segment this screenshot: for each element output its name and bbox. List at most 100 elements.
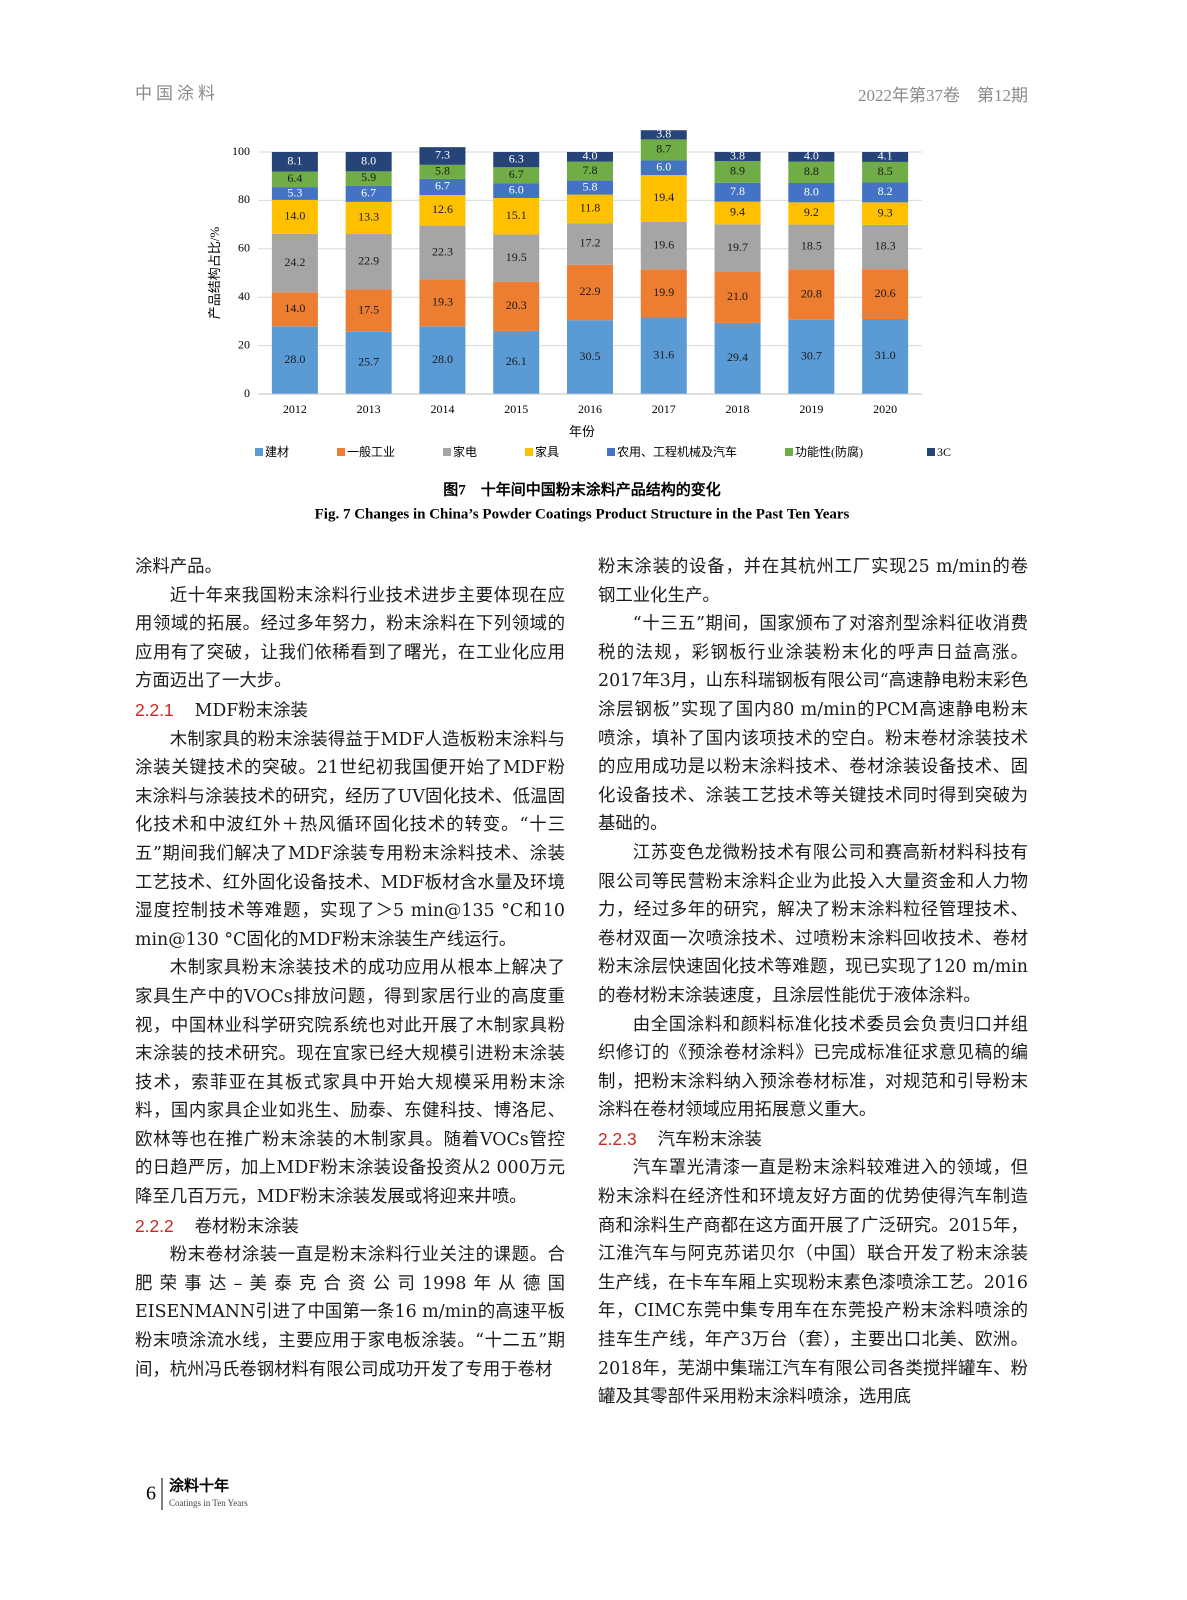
bar-segment [419, 147, 466, 165]
bar-segment [419, 164, 466, 179]
x-tick-label: 2019 [799, 402, 823, 416]
paragraph: 涂料产品。 [135, 557, 222, 577]
value-label: 20.8 [801, 286, 822, 300]
paragraph: 江苏变色龙微粉技术有限公司和赛高新材料科技有限公司等民营粉末涂料企业为此投入大量… [598, 842, 1028, 1006]
legend-label: 功能性(防腐) [795, 444, 863, 459]
bar-segment [788, 152, 835, 162]
legend-swatch [927, 448, 935, 456]
bar-segment [640, 160, 687, 175]
page-number: 6 [146, 1483, 156, 1505]
bar-segment [788, 202, 835, 225]
paragraph: 木制家具粉末涂装技术的成功应用从根本上解决了家具生产中的VOCs排放问题，得到家… [135, 958, 565, 1208]
bar-segment [567, 180, 613, 195]
issue-info: 2022年第37卷 第12期 [858, 86, 1028, 105]
paragraph: 由全国涂料和颜料标准化技术委员会负责归口并组织修订的《预涂卷材涂料》已完成标准征… [598, 1014, 1028, 1121]
bar-segment [419, 326, 466, 394]
bar-segment [714, 224, 761, 273]
journal-name: 中国涂料 [135, 84, 219, 103]
paragraph: 粉末卷材涂装一直是粉末涂料行业关注的课题。合肥荣事达–美泰克合资公司1998年从… [135, 1245, 565, 1380]
legend-swatch [443, 448, 451, 456]
legend-label: 一般工业 [347, 444, 395, 459]
value-label: 5.9 [361, 170, 376, 184]
value-label: 6.0 [656, 159, 671, 173]
bar-segment [493, 330, 540, 394]
value-label: 19.6 [653, 237, 674, 251]
value-label: 9.3 [878, 205, 893, 219]
value-label: 19.4 [653, 190, 674, 204]
legend-swatch [255, 448, 263, 456]
value-label: 13.3 [358, 210, 379, 224]
value-label: 8.1 [287, 154, 302, 168]
bar-segment [862, 161, 909, 183]
bar-segment [271, 199, 318, 234]
bar-segment [345, 171, 392, 186]
bar-segment [788, 319, 835, 394]
value-label: 18.3 [875, 239, 896, 253]
value-label: 6.7 [361, 185, 376, 199]
bar-segment [714, 201, 761, 225]
value-label: 7.8 [730, 184, 745, 198]
legend-label: 3C [937, 445, 951, 459]
section-title: 卷材粉末涂装 [194, 1216, 299, 1237]
right-column: 粉末涂装的设备，并在其杭州工厂实现25 m/min的卷钢工业化生产。 “十三五”期… [598, 553, 1028, 1412]
value-label: 3.8 [656, 127, 671, 141]
bar-segment [567, 223, 613, 265]
bar-segment [493, 183, 540, 198]
bar-segment [640, 269, 687, 318]
value-label: 5.8 [435, 164, 450, 178]
bar-segment [493, 234, 540, 282]
bar-segment [714, 152, 761, 162]
y-tick-label: 20 [238, 337, 250, 351]
section-number: 2.2.3 [598, 1128, 637, 1149]
value-label: 22.3 [432, 244, 453, 258]
bar-segment [419, 195, 466, 226]
legend-swatch [607, 448, 615, 456]
paragraph: “十三五”期间，国家颁布了对溶剂型涂料征收消费税的法规，彩钢板行业涂装粉末化的呼… [598, 614, 1028, 835]
bar-segment [862, 182, 909, 203]
value-label: 12.6 [432, 202, 453, 216]
bar-segment [714, 272, 761, 323]
value-label: 19.7 [727, 240, 748, 254]
value-label: 4.1 [878, 149, 893, 163]
x-tick-label: 2018 [726, 402, 750, 416]
value-label: 20.3 [506, 298, 527, 312]
value-label: 6.4 [287, 171, 302, 185]
x-tick-label: 2017 [652, 402, 676, 416]
bar-segment [419, 225, 466, 280]
value-label: 8.0 [804, 184, 819, 198]
value-label: 14.0 [284, 301, 305, 315]
value-label: 17.5 [358, 302, 379, 316]
value-label: 9.4 [730, 205, 745, 219]
x-tick-label: 2013 [357, 402, 381, 416]
value-label: 14.0 [284, 209, 305, 223]
value-label: 8.0 [361, 153, 376, 167]
bar-segment [271, 233, 318, 293]
y-axis-title: 产品结构占比/% [207, 227, 222, 320]
x-tick-label: 2020 [873, 402, 897, 416]
value-label: 21.0 [727, 289, 748, 303]
figure-caption-en: Fig. 7 Changes in China’s Powder Coating… [315, 506, 850, 522]
bar-segment [862, 269, 909, 319]
value-label: 6.3 [509, 151, 524, 165]
y-tick-label: 40 [238, 289, 250, 303]
bar-segment [714, 182, 761, 202]
bar-segment [567, 264, 613, 321]
legend-label: 家电 [453, 444, 477, 459]
y-tick-label: 80 [238, 192, 250, 206]
y-tick-label: 60 [238, 241, 250, 255]
x-axis-title: 年份 [569, 424, 595, 439]
bar-segment [271, 292, 318, 327]
bar-segment [345, 152, 392, 172]
section-number: 2.2.1 [135, 699, 174, 720]
legend-label: 家具 [535, 444, 559, 459]
value-label: 29.4 [727, 350, 748, 364]
bar-segment [419, 178, 466, 196]
bar-segment [271, 152, 318, 172]
value-label: 6.7 [509, 167, 524, 181]
section-title: 汽车粉末涂装 [657, 1129, 762, 1150]
legend-label: 建材 [265, 445, 289, 459]
bar-segment [419, 279, 466, 327]
paragraph: 汽车罩光清漆一直是粉末涂料较难进入的领域，但粉末涂料在经济性和环境友好方面的优势… [598, 1158, 1028, 1408]
